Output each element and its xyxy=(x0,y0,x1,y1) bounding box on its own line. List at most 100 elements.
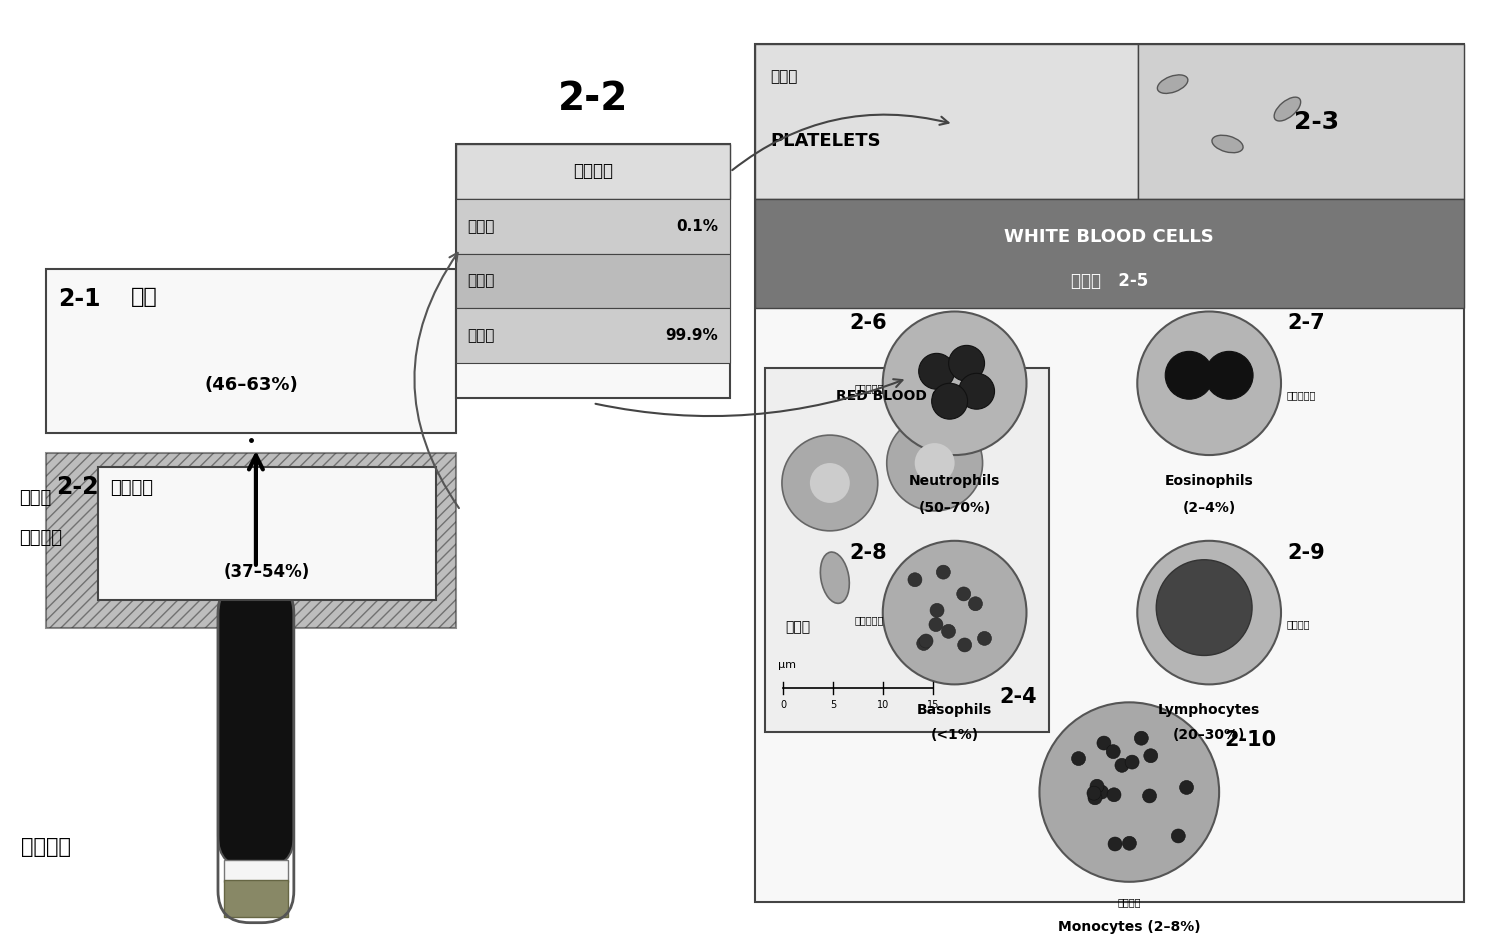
Text: 15: 15 xyxy=(927,701,939,710)
Circle shape xyxy=(1125,756,1138,769)
Text: Lymphocytes: Lymphocytes xyxy=(1158,703,1260,718)
Text: 红血球: 红血球 xyxy=(784,621,810,634)
Circle shape xyxy=(884,540,1026,684)
Text: 淡巴细胞: 淡巴细胞 xyxy=(1287,620,1311,629)
Circle shape xyxy=(1088,791,1102,805)
Text: (20–30%): (20–30%) xyxy=(1173,728,1245,742)
Text: 2-4: 2-4 xyxy=(1000,687,1038,707)
Text: 血小板: 血小板 xyxy=(468,219,495,234)
Ellipse shape xyxy=(1212,136,1243,153)
Text: (<1%): (<1%) xyxy=(930,728,978,742)
Circle shape xyxy=(1040,702,1220,882)
Circle shape xyxy=(1172,829,1185,843)
Text: 2-8: 2-8 xyxy=(850,543,888,563)
Text: 2-2: 2-2 xyxy=(558,80,628,118)
Circle shape xyxy=(886,415,983,511)
Circle shape xyxy=(1106,745,1120,758)
FancyBboxPatch shape xyxy=(456,254,730,308)
Circle shape xyxy=(1137,540,1281,684)
Circle shape xyxy=(1071,752,1086,766)
Text: 99.9%: 99.9% xyxy=(666,328,718,343)
FancyBboxPatch shape xyxy=(456,144,730,199)
FancyBboxPatch shape xyxy=(1137,45,1464,199)
Ellipse shape xyxy=(900,562,939,613)
Text: 红血球: 红血球 xyxy=(468,328,495,343)
Circle shape xyxy=(782,435,877,531)
Text: 白血球: 白血球 xyxy=(468,274,495,288)
Circle shape xyxy=(932,383,968,419)
Text: Eosinophils: Eosinophils xyxy=(1166,474,1254,488)
Text: (46–63%): (46–63%) xyxy=(204,376,298,394)
Text: 2-6: 2-6 xyxy=(850,314,888,334)
Text: 2-7: 2-7 xyxy=(1287,314,1324,334)
Circle shape xyxy=(1144,749,1158,763)
Circle shape xyxy=(928,617,944,631)
Text: PLATELETS: PLATELETS xyxy=(770,132,880,150)
Text: 5: 5 xyxy=(830,701,836,710)
Circle shape xyxy=(942,625,956,638)
Text: 单核细胞: 单核细胞 xyxy=(1118,897,1142,906)
FancyBboxPatch shape xyxy=(456,199,730,254)
FancyBboxPatch shape xyxy=(754,45,1464,902)
FancyBboxPatch shape xyxy=(754,45,1137,199)
Circle shape xyxy=(958,374,994,410)
Text: 0: 0 xyxy=(780,701,786,710)
Text: μm: μm xyxy=(778,661,796,670)
Text: 喸碗粒细胞: 喸碗粒细胞 xyxy=(855,615,883,626)
Circle shape xyxy=(1090,779,1104,793)
Text: 有形成分: 有形成分 xyxy=(573,162,614,180)
Circle shape xyxy=(1134,731,1149,745)
Text: Basophils: Basophils xyxy=(916,703,992,718)
Text: Monocytes (2–8%): Monocytes (2–8%) xyxy=(1058,920,1200,934)
Text: 血小板: 血小板 xyxy=(770,69,798,84)
Circle shape xyxy=(957,638,972,652)
FancyBboxPatch shape xyxy=(217,582,294,867)
Circle shape xyxy=(920,634,933,648)
Circle shape xyxy=(957,587,970,601)
Text: 2-10: 2-10 xyxy=(1224,730,1276,750)
Circle shape xyxy=(1095,785,1108,799)
Circle shape xyxy=(918,354,954,390)
Circle shape xyxy=(810,463,850,503)
Circle shape xyxy=(1114,758,1130,773)
Text: 10: 10 xyxy=(876,701,890,710)
Circle shape xyxy=(978,631,992,646)
Text: 全血样本: 全血样本 xyxy=(21,837,72,857)
FancyBboxPatch shape xyxy=(456,144,730,398)
Text: 2-2: 2-2 xyxy=(57,475,99,499)
Circle shape xyxy=(1143,789,1156,803)
Text: 中性粒细胞: 中性粒细胞 xyxy=(855,383,883,393)
Circle shape xyxy=(1166,352,1214,399)
FancyBboxPatch shape xyxy=(224,880,288,917)
Circle shape xyxy=(930,603,944,617)
Text: 2-1: 2-1 xyxy=(58,286,100,311)
Text: Neutrophils: Neutrophils xyxy=(909,474,1001,488)
Text: 2-9: 2-9 xyxy=(1287,543,1324,563)
Circle shape xyxy=(1088,786,1101,800)
Text: 血浆: 血浆 xyxy=(130,286,158,306)
Circle shape xyxy=(1179,780,1194,794)
Text: 有形成分: 有形成分 xyxy=(110,479,153,497)
Circle shape xyxy=(1204,352,1252,399)
Text: (2–4%): (2–4%) xyxy=(1182,501,1236,515)
FancyBboxPatch shape xyxy=(754,199,1464,308)
Text: (50–70%): (50–70%) xyxy=(918,501,992,515)
Ellipse shape xyxy=(821,552,849,603)
FancyBboxPatch shape xyxy=(765,369,1050,732)
Text: 组成成分: 组成成分 xyxy=(20,529,63,547)
Text: RED BLOOD CELLS: RED BLOOD CELLS xyxy=(836,390,980,403)
FancyBboxPatch shape xyxy=(98,467,435,600)
Text: 白血球   2-5: 白血球 2-5 xyxy=(1071,271,1148,289)
Circle shape xyxy=(884,312,1026,455)
Circle shape xyxy=(915,443,954,483)
Circle shape xyxy=(1137,312,1281,455)
Text: 血液的: 血液的 xyxy=(20,489,51,507)
Circle shape xyxy=(1122,836,1137,850)
FancyBboxPatch shape xyxy=(46,268,456,433)
FancyBboxPatch shape xyxy=(224,860,288,882)
Circle shape xyxy=(908,573,922,587)
Circle shape xyxy=(1156,559,1252,655)
FancyBboxPatch shape xyxy=(46,453,456,628)
Text: 2-3: 2-3 xyxy=(1294,110,1340,134)
Circle shape xyxy=(936,565,951,579)
